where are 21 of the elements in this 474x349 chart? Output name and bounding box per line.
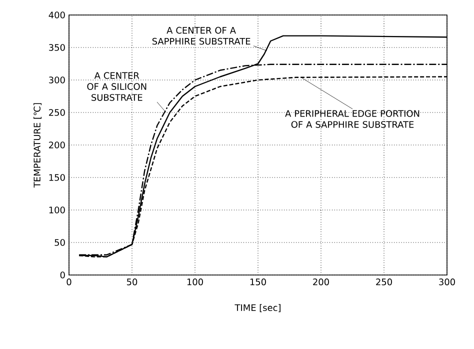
annotation: A PERIPHERAL EDGE PORTION OF A SAPPHIRE SUBSTRATE <box>285 110 420 128</box>
y-tick-label: 400 <box>48 12 65 18</box>
annotation: A CENTER OF A SILICON SUBSTRATE <box>87 72 146 101</box>
x-tick-label: 300 <box>439 278 455 286</box>
annotation: A CENTER OF A SAPPHIRE SUBSTRATE <box>152 26 250 45</box>
x-tick-label: 100 <box>187 278 203 286</box>
x-tick-label: 150 <box>250 278 266 286</box>
x-tick-label: 0 <box>66 278 72 286</box>
x-tick-label: 50 <box>126 278 138 286</box>
y-tick-label: 250 <box>49 109 65 116</box>
y-tick-label: 0 <box>60 272 65 278</box>
y-tick-label: 300 <box>49 76 65 84</box>
y-axis-title: TEMPERATURE [℃] <box>34 103 42 188</box>
y-tick-label: 350 <box>49 44 65 51</box>
y-tick-label: 50 <box>54 239 65 246</box>
y-tick-label: 100 <box>49 206 65 214</box>
x-tick-label: 200 <box>313 278 329 286</box>
x-tick-label: 250 <box>376 278 392 286</box>
y-tick-label: 200 <box>49 142 65 148</box>
x-axis-title: TIME [sec] <box>234 304 280 312</box>
y-tick-label: 150 <box>49 174 65 181</box>
